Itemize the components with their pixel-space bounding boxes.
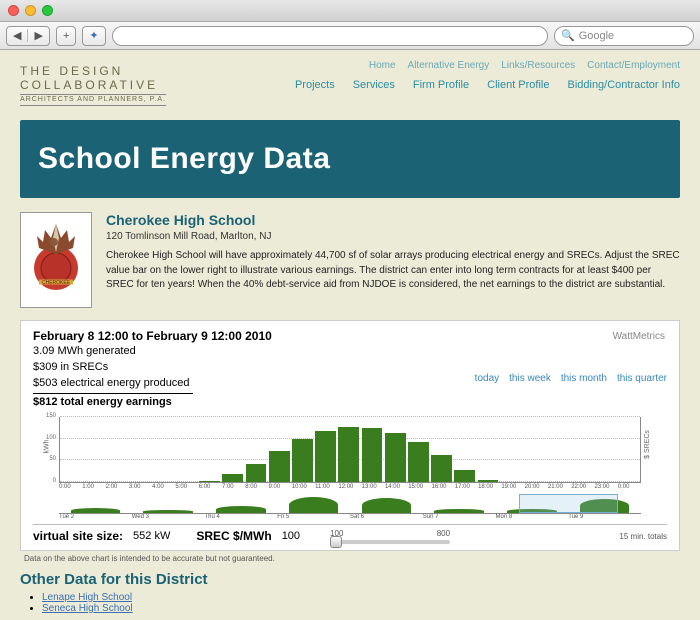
nav-link[interactable]: Services — [353, 79, 395, 91]
school-description: Cherokee High School will have approxima… — [106, 249, 680, 293]
top-nav: Home Alternative Energy Links/Resources Con… — [277, 60, 680, 106]
logo-line3: ARCHITECTS AND PLANNERS, P.A. — [20, 94, 166, 106]
slider-thumb[interactable] — [330, 536, 342, 548]
search-field[interactable]: 🔍 Google — [554, 26, 694, 46]
nav-link[interactable]: Home — [369, 60, 396, 71]
logo-line2: COLLABORATIVE — [20, 78, 166, 92]
minimize-button[interactable] — [25, 5, 36, 16]
y-axis-label: kWh — [44, 439, 51, 453]
forward-button[interactable]: ▶ — [28, 29, 48, 42]
site-logo: THE DESIGN COLLABORATIVE ARCHITECTS AND … — [20, 60, 166, 106]
browser-toolbar: ◀ ▶ + ✦ 🔍 Google — [0, 22, 700, 50]
srec-slider[interactable]: 100 800 — [330, 529, 450, 544]
chart-brand: WattMetrics — [613, 331, 665, 342]
srec-value: 100 — [282, 530, 300, 542]
chart-disclaimer: Data on the above chart is intended to b… — [24, 554, 680, 563]
school-crest: CHEROKEE — [20, 212, 92, 308]
stat-total: $812 total energy earnings — [33, 396, 172, 408]
y-axis-label-right: $ SRECs — [644, 430, 651, 459]
nav-link[interactable]: Bidding/Contractor Info — [567, 79, 680, 91]
week-overview-chart — [59, 494, 641, 514]
search-placeholder: Google — [579, 30, 614, 42]
nav-link[interactable]: Links/Resources — [501, 60, 575, 71]
traffic-lights — [8, 5, 53, 16]
other-data-heading: Other Data for this District — [20, 571, 680, 588]
chart-range-links: today this week this month this quarter — [465, 373, 667, 384]
nav-link[interactable]: Projects — [295, 79, 335, 91]
nav-buttons: ◀ ▶ — [6, 26, 50, 46]
range-link[interactable]: this month — [561, 373, 607, 384]
school-link[interactable]: Lenape High School — [42, 592, 132, 603]
nav-row-1: Home Alternative Energy Links/Resources Con… — [277, 60, 680, 71]
nav-link[interactable]: Firm Profile — [413, 79, 469, 91]
school-link[interactable]: Seneca High School — [42, 603, 133, 614]
page-body: THE DESIGN COLLABORATIVE ARCHITECTS AND … — [0, 50, 700, 620]
school-name: Cherokee High School — [106, 212, 680, 228]
stat-generated: 3.09 MWh generated — [33, 344, 667, 360]
srec-label: SREC $/MWh — [196, 529, 271, 543]
nav-link[interactable]: Alternative Energy — [408, 60, 490, 71]
zoom-button[interactable] — [42, 5, 53, 16]
nav-link[interactable]: Client Profile — [487, 79, 549, 91]
logo-line1: THE DESIGN — [20, 64, 166, 78]
url-bar[interactable] — [112, 26, 548, 46]
hourly-bar-chart: kWh $ SRECs 050100150 — [59, 417, 641, 483]
nav-row-2: Projects Services Firm Profile Client Profi… — [277, 79, 680, 91]
page-title: School Energy Data — [20, 120, 680, 198]
vss-label: virtual site size: — [33, 529, 123, 543]
add-button[interactable]: + — [56, 26, 76, 46]
svg-text:CHEROKEE: CHEROKEE — [42, 280, 71, 286]
slider-max: 800 — [437, 529, 450, 538]
chart-date-range: February 8 12:00 to February 9 12:00 201… — [33, 329, 667, 343]
chart-controls: virtual site size: 552 kW SREC $/MWh 100… — [33, 524, 667, 544]
vss-value: 552 kW — [133, 530, 170, 542]
school-address: 120 Tomlinson Mill Road, Marlton, NJ — [106, 231, 680, 242]
close-button[interactable] — [8, 5, 19, 16]
week-day-labels: Tue 2Wed 3Thu 4Fri 5Sat 6Sun 7Mon 8Tue 9 — [59, 514, 641, 520]
back-button[interactable]: ◀ — [7, 29, 28, 42]
reload-button[interactable]: ✦ — [82, 26, 105, 46]
x-axis-hours: 0:001:002:003:004:005:006:007:008:009:00… — [59, 484, 641, 490]
other-schools-list: Lenape High SchoolSeneca High School — [42, 592, 680, 614]
search-icon: 🔍 — [561, 29, 575, 42]
energy-chart-panel: WattMetrics February 8 12:00 to February… — [20, 320, 680, 551]
nav-link[interactable]: Contact/Employment — [587, 60, 680, 71]
window-titlebar — [0, 0, 700, 22]
range-link[interactable]: this quarter — [617, 373, 667, 384]
range-link[interactable]: this week — [509, 373, 551, 384]
range-link[interactable]: today — [475, 373, 499, 384]
mini-label: 15 min. totals — [619, 532, 667, 541]
